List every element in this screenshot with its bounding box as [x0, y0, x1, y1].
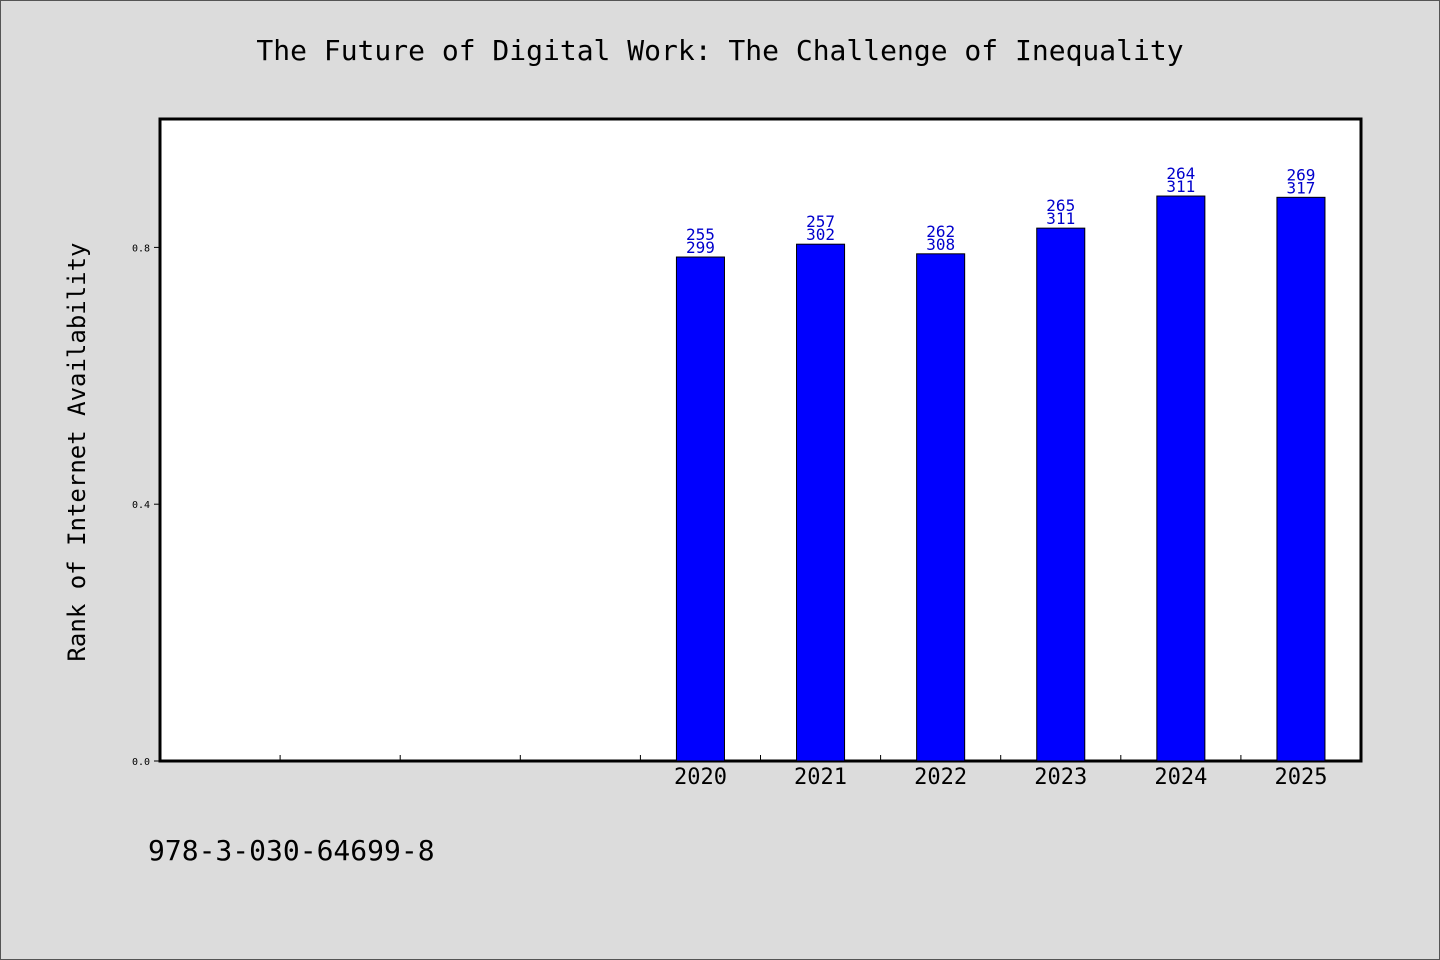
bar-label-bottom: 311: [1046, 209, 1075, 228]
bar-label-bottom: 299: [686, 238, 715, 257]
bar-2022: [916, 253, 966, 762]
y-tick-label: 0.4: [132, 500, 150, 511]
y-tick-label: 0.8: [132, 243, 150, 254]
bar-label-bottom: 311: [1166, 177, 1195, 196]
bar-2023: [1036, 227, 1086, 762]
bar-label-bottom: 308: [926, 235, 955, 254]
x-tick-label: 2025: [1274, 765, 1327, 790]
bar-2024: [1156, 195, 1206, 762]
bars: [675, 195, 1326, 762]
bar-label-bottom: 317: [1286, 178, 1315, 197]
y-axis: 0.0 0.4 0.8: [132, 243, 160, 768]
bar-label-top: 257: [806, 212, 835, 231]
x-tick-label: 2023: [1034, 765, 1087, 790]
x-tick-label: 2024: [1154, 765, 1207, 790]
x-tick-label: 2020: [674, 765, 727, 790]
bar-label-top: 265: [1046, 196, 1075, 215]
bar-label-top: 262: [926, 222, 955, 241]
bar-label-top: 269: [1286, 165, 1315, 184]
bar-label-top: 264: [1166, 164, 1195, 183]
isbn-footer: 978-3-030-64699-8: [148, 834, 435, 867]
x-axis: 2020 2021 2022 2023 2024 2025: [279, 755, 1327, 790]
bar-label-top: 255: [686, 225, 715, 244]
bar-2021: [796, 243, 846, 762]
y-tick-label: 0.0: [132, 757, 150, 768]
bar-2020: [675, 256, 725, 762]
x-tick-label: 2022: [914, 765, 967, 790]
bar-2025: [1276, 196, 1326, 762]
bar-label-bottom: 302: [806, 225, 835, 244]
chart-title: The Future of Digital Work: The Challeng…: [256, 34, 1184, 67]
x-tick-label: 2021: [794, 765, 847, 790]
